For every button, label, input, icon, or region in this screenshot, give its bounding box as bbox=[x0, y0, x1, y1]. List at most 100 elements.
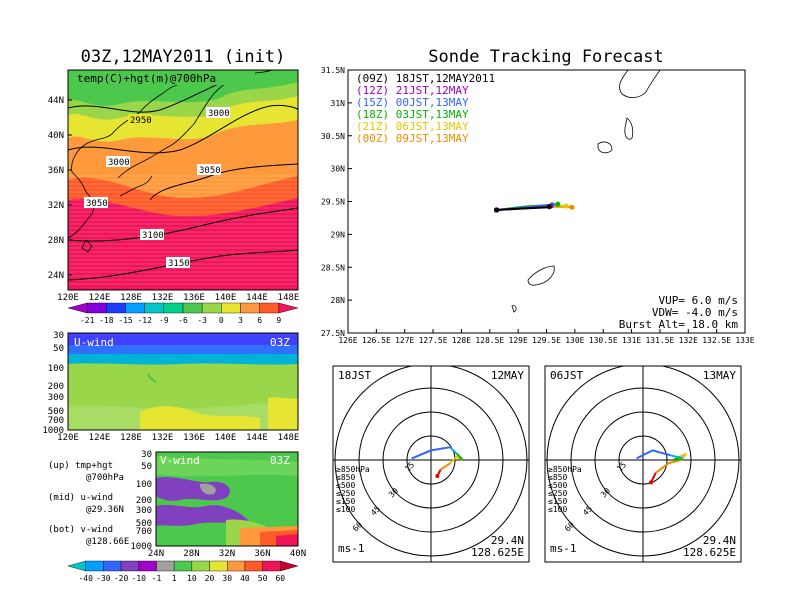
wind-profile-1-level-legend: ≥850hPa ≤850 ≤500 ≤250 ≤150 ≤100 bbox=[336, 465, 370, 514]
vdw-label: VDW= -4.0 m/s bbox=[652, 306, 738, 319]
u-band-40 bbox=[68, 333, 298, 345]
temp-colorbar: -21 -18 -15 -12 -9 -6 -3 0 3 6 9 bbox=[67, 302, 299, 325]
contour-label-3050b: 3050 bbox=[86, 199, 108, 209]
lat-label-28n: 28N bbox=[48, 236, 64, 246]
wind-profile-1: 18JST 12MAY 15 30 45 60 ≥850hPa ≤850 ≤50… bbox=[332, 365, 530, 563]
temp-map-label: temp(C)+hgt(m)@700hPa bbox=[77, 72, 216, 85]
wind-profile-1-unit: ms-1 bbox=[338, 542, 365, 555]
level-legend-700: ≤850 bbox=[336, 473, 355, 482]
level-legend-500: ≤500 bbox=[548, 481, 567, 490]
temp-colorbar-swatch bbox=[182, 302, 203, 314]
u-lon-label-124e: 124E bbox=[89, 433, 111, 443]
track-lon-label-128-5e: 128.5E bbox=[475, 336, 504, 345]
v-pressure-label-100: 100 bbox=[136, 480, 152, 490]
u-lon-label-144e: 144E bbox=[246, 433, 268, 443]
wind-colorbar-label: -10 bbox=[132, 574, 147, 583]
wind-colorbar-swatch bbox=[120, 560, 139, 572]
coast-kyushu bbox=[119, 175, 153, 197]
wind-profile-2-level-legend: ≥850hPa ≤850 ≤500 ≤250 ≤150 ≤100 bbox=[548, 465, 582, 514]
level-legend-100: ≤100 bbox=[336, 505, 355, 514]
contour-label-3150: 3150 bbox=[168, 259, 190, 269]
temp-map-lat-labels: 44N 40N 36N 32N 28N 24N bbox=[48, 96, 72, 281]
lon-label-144e: 144E bbox=[246, 293, 268, 303]
hodograph-segment-1 bbox=[655, 459, 682, 474]
temp-colorbar-label: -15 bbox=[118, 316, 133, 325]
v-pressure-label-50: 50 bbox=[141, 462, 152, 472]
v-lat-label-36n: 36N bbox=[254, 549, 270, 559]
wind-profile-1-lon: 128.625E bbox=[471, 546, 524, 559]
u-band-30 bbox=[68, 345, 298, 354]
wind-colorbar-swatch bbox=[173, 560, 193, 572]
lat-label-44n: 44N bbox=[48, 96, 64, 106]
u-lon-label-120e: 120E bbox=[57, 433, 79, 443]
contour-3000 bbox=[68, 105, 298, 154]
temp-height-map: temp(C)+hgt(m)@700hPa 2950 3000 3000 305… bbox=[48, 69, 299, 303]
right-title: Sonde Tracking Forecast bbox=[428, 47, 663, 67]
u-lon-label-132e: 132E bbox=[152, 433, 174, 443]
desc-up-sub: @700hPa bbox=[86, 473, 124, 483]
wind-colorbar-swatch bbox=[191, 560, 210, 572]
v-lat-label-32n: 32N bbox=[219, 549, 235, 559]
u-lon-label-140e: 140E bbox=[215, 433, 237, 443]
u-pressure-label-100: 100 bbox=[48, 364, 64, 374]
v-pressure-label-200: 200 bbox=[136, 496, 152, 506]
hodograph-segment-4 bbox=[449, 446, 458, 455]
wind-profile-1-lat: 29.4N bbox=[491, 534, 524, 547]
wind-colorbar-swatch bbox=[156, 560, 175, 572]
temp-colorbar-swatch bbox=[278, 302, 299, 314]
temp-colorbar-swatch bbox=[144, 302, 165, 314]
wind-colorbar-label: 20 bbox=[205, 574, 215, 583]
track-endpoint-5 bbox=[569, 204, 575, 210]
u-wind-label: U-wind bbox=[74, 336, 114, 349]
contour-label-3000b: 3000 bbox=[108, 158, 130, 168]
level-legend-250: ≤250 bbox=[548, 489, 567, 498]
level-legend-850: ≥850hPa bbox=[336, 465, 370, 474]
u-lon-label-136e: 136E bbox=[183, 433, 205, 443]
temp-map-frame bbox=[67, 69, 299, 291]
v-wind-frame bbox=[155, 451, 299, 547]
temp-colorbar-swatch bbox=[86, 302, 107, 314]
temp-colorbar-label: 3 bbox=[238, 316, 243, 325]
wind-profile-2-unit: ms-1 bbox=[550, 542, 577, 555]
level-legend-850: ≥850hPa bbox=[548, 465, 582, 474]
track-lon-label-129e: 129E bbox=[509, 336, 528, 345]
v-pressure-label-700: 700 bbox=[136, 527, 152, 537]
wind-colorbar-label: 50 bbox=[258, 574, 268, 583]
u-band-20 bbox=[68, 354, 298, 365]
coast-amami bbox=[527, 265, 555, 286]
track-endpoint-3 bbox=[555, 201, 561, 207]
track-lon-label-128e: 128E bbox=[452, 336, 471, 345]
wind-colorbar-swatch bbox=[138, 560, 157, 572]
temp-colorbar-swatch bbox=[106, 302, 126, 314]
wind-colorbar-label: -20 bbox=[114, 574, 129, 583]
wind-colorbar-swatch bbox=[244, 560, 263, 572]
track-legend: (09Z) 18JST,12MAY2011 (12Z) 21JST,12MAY … bbox=[356, 72, 495, 145]
u-band-1 bbox=[140, 406, 260, 430]
wind-colorbar-label: 60 bbox=[275, 574, 285, 583]
wind-colorbar-swatch bbox=[85, 560, 104, 572]
desc-bot: (bot) v-wind bbox=[48, 525, 113, 535]
hodograph-start-point bbox=[435, 474, 440, 478]
temp-colorbar-swatch bbox=[221, 302, 241, 314]
track-map-frame bbox=[347, 69, 746, 334]
v-band-n10 bbox=[156, 477, 231, 501]
lat-label-32n: 32N bbox=[48, 201, 64, 211]
v-lat-label-28n: 28N bbox=[183, 549, 199, 559]
wind-colorbar-swatch bbox=[262, 560, 281, 572]
panel-description: (up) tmp+hgt @700hPa (mid) u-wind @29.36… bbox=[48, 461, 129, 547]
v-wind-time: 03Z bbox=[270, 454, 290, 467]
temp-colorbar-label: 6 bbox=[257, 316, 262, 325]
level-legend-500: ≤500 bbox=[336, 481, 355, 490]
u-pressure-label-300: 300 bbox=[48, 393, 64, 403]
u-wind-spike bbox=[147, 373, 157, 383]
wind-profile-2-lon: 128.625E bbox=[683, 546, 736, 559]
temp-colorbar-swatch bbox=[163, 302, 184, 314]
u-wind-frame bbox=[67, 332, 299, 431]
temp-band-0 bbox=[68, 96, 298, 142]
